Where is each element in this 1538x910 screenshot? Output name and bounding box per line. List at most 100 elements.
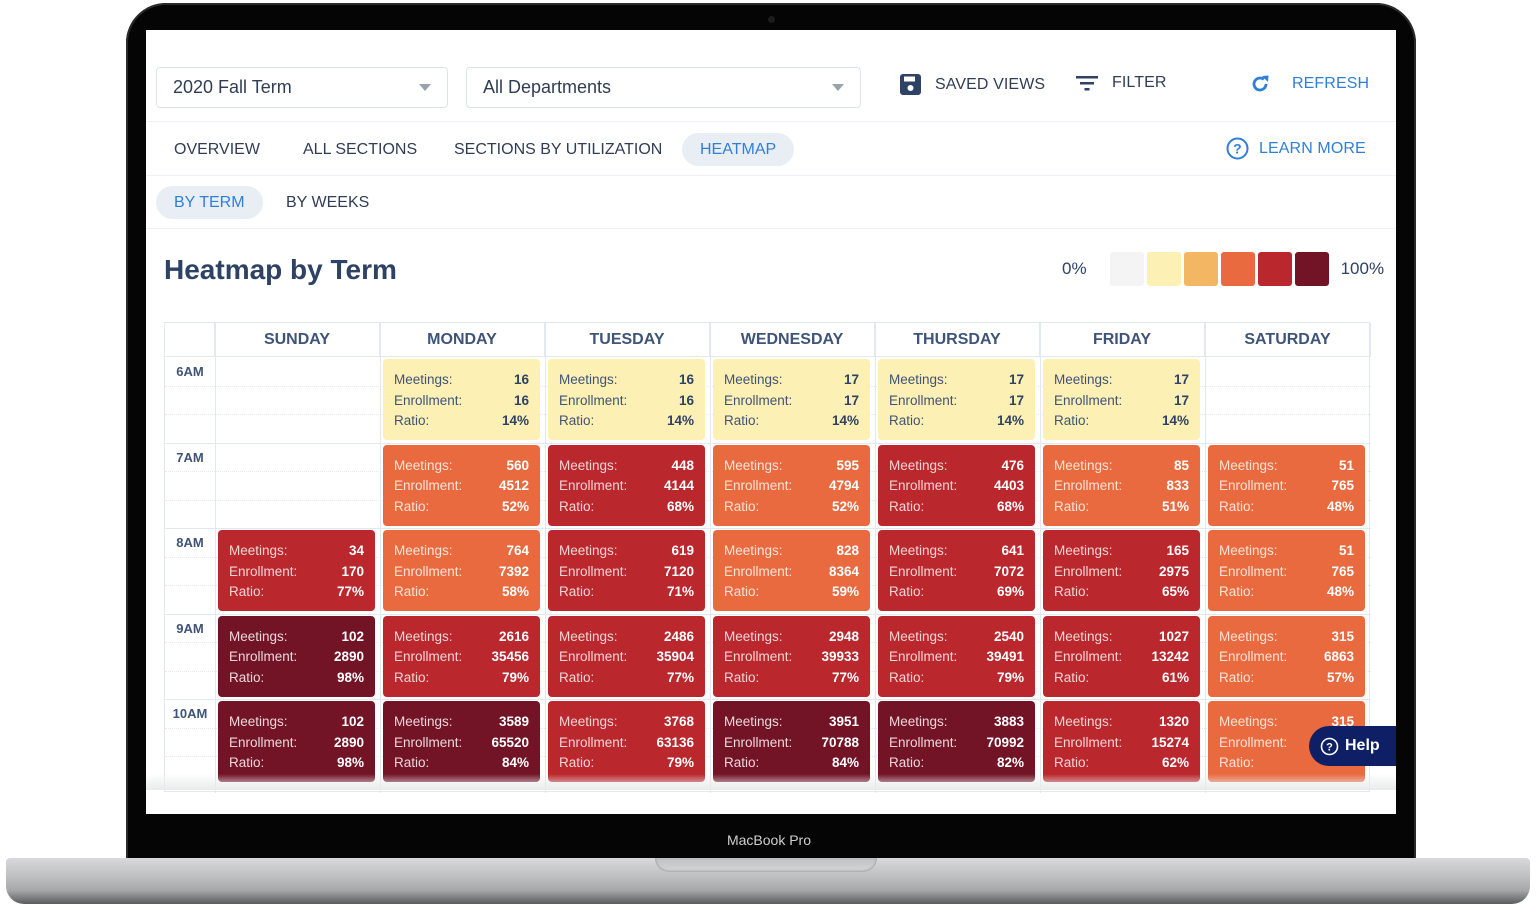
cell-enrollment-row: Enrollment: 13242 — [1054, 647, 1189, 668]
heatmap-cell[interactable]: Meetings: 85 Enrollment: 833 Ratio: 51% — [1043, 444, 1200, 526]
cell-enrollment-row: Enrollment: — [1219, 733, 1354, 754]
heatmap-cell[interactable]: Meetings: 3883 Enrollment: 70992 Ratio: 82% — [878, 701, 1035, 782]
grid-corner — [165, 323, 215, 357]
cell-meetings-row: Meetings: 595 — [724, 456, 859, 477]
cell-metric-label: Meetings: — [559, 457, 618, 473]
refresh-button[interactable]: REFRESH — [1250, 74, 1369, 94]
cell-metric-label: Enrollment: — [1054, 649, 1123, 664]
heatmap-cell[interactable]: Meetings: 2948 Enrollment: 39933 Ratio: 77% — [713, 615, 870, 697]
cell-metric-label: Enrollment: — [1219, 649, 1288, 664]
heatmap-cell[interactable]: Meetings: 2616 Enrollment: 35456 Ratio: 79% — [383, 615, 540, 697]
cell-metric-value: 98% — [336, 755, 364, 770]
cell-enrollment-row: Enrollment: 4512 — [394, 476, 529, 497]
tab-overview[interactable]: OVERVIEW — [156, 133, 278, 166]
cell-enrollment-row: Enrollment: 2975 — [1054, 562, 1189, 583]
filter-button[interactable]: FILTER — [1076, 74, 1167, 92]
heatmap-cell[interactable]: Meetings: 165 Enrollment: 2975 Ratio: 65% — [1043, 530, 1200, 611]
cell-metric-label: Ratio: — [724, 584, 760, 599]
cell-metric-value: 77% — [336, 584, 364, 599]
cell-meetings-row: Meetings: 641 — [889, 541, 1024, 562]
learn-more-link[interactable]: ? LEARN MORE — [1226, 137, 1366, 160]
subtab-by-weeks[interactable]: BY WEEKS — [268, 186, 387, 219]
cell-metric-value: 2975 — [1158, 563, 1189, 579]
cell-meetings-row: Meetings: 51 — [1219, 541, 1354, 562]
cell-metric-value: 4144 — [663, 478, 694, 493]
heatmap-cell[interactable]: Meetings: 16 Enrollment: 16 Ratio: 14% — [383, 359, 540, 440]
cell-metric-label: Ratio: — [1219, 498, 1255, 514]
cell-metric-value: 102 — [341, 714, 364, 729]
chevron-down-icon — [832, 84, 844, 91]
cell-metric-value: 59% — [831, 584, 859, 599]
department-select[interactable]: All Departments — [466, 67, 861, 108]
column-divider — [1040, 323, 1041, 793]
cell-metric-label: Enrollment: — [1054, 563, 1123, 579]
heatmap-cell[interactable]: Meetings: 51 Enrollment: 765 Ratio: 48% — [1208, 444, 1365, 526]
subtab-by-term[interactable]: BY TERM — [156, 186, 263, 219]
heatmap-cell[interactable]: Meetings: 102 Enrollment: 2890 Ratio: 98% — [218, 701, 375, 782]
cell-meetings-row: Meetings: 828 — [724, 541, 859, 562]
heatmap-cell[interactable]: Meetings: 1320 Enrollment: 15274 Ratio: 62% — [1043, 701, 1200, 782]
cell-metric-value: 2616 — [498, 628, 529, 644]
heatmap-cell[interactable]: Meetings: 448 Enrollment: 4144 Ratio: 68% — [548, 444, 705, 526]
tab-sections-by-utilization[interactable]: SECTIONS BY UTILIZATION — [436, 133, 680, 166]
day-header-thursday: THURSDAY — [875, 323, 1040, 357]
cell-metric-label: Meetings: — [724, 372, 783, 387]
cell-ratio-row: Ratio: 48% — [1219, 497, 1354, 518]
tab-heatmap[interactable]: HEATMAP — [682, 133, 795, 166]
cell-metric-label: Ratio: — [394, 755, 430, 770]
heatmap-cell[interactable]: Meetings: 34 Enrollment: 170 Ratio: 77% — [218, 530, 375, 611]
cell-metric-value: 2948 — [828, 628, 859, 644]
heatmap-cell[interactable]: Meetings: 641 Enrollment: 7072 Ratio: 69% — [878, 530, 1035, 611]
cell-metric-value: 17 — [1008, 392, 1024, 408]
heatmap-cell[interactable]: Meetings: 476 Enrollment: 4403 Ratio: 68% — [878, 444, 1035, 526]
tab-all-sections[interactable]: ALL SECTIONS — [285, 133, 435, 166]
heatmap-cell[interactable]: Meetings: 828 Enrollment: 8364 Ratio: 59% — [713, 530, 870, 611]
heatmap-cell[interactable]: Meetings: 17 Enrollment: 17 Ratio: 14% — [878, 359, 1035, 440]
column-divider — [710, 323, 711, 793]
camera-dot — [768, 16, 775, 23]
cell-metric-label: Meetings: — [1219, 543, 1278, 558]
cell-ratio-row: Ratio: 77% — [724, 668, 859, 689]
heatmap-cell[interactable]: Meetings: 51 Enrollment: 765 Ratio: 48% — [1208, 530, 1365, 611]
saved-views-button[interactable]: SAVED VIEWS — [900, 74, 1045, 95]
heatmap-cell[interactable]: Meetings: 17 Enrollment: 17 Ratio: 14% — [713, 359, 870, 440]
cell-metric-value: 13242 — [1151, 649, 1189, 664]
time-label: 6AM — [176, 364, 204, 379]
heatmap-cell[interactable]: Meetings: 560 Enrollment: 4512 Ratio: 52% — [383, 444, 540, 526]
heatmap-cell[interactable]: Meetings: 2486 Enrollment: 35904 Ratio: 77% — [548, 615, 705, 697]
heatmap-cell[interactable]: Meetings: 2540 Enrollment: 39491 Ratio: 79% — [878, 615, 1035, 697]
heatmap-cell[interactable]: Meetings: 1027 Enrollment: 13242 Ratio: 61% — [1043, 615, 1200, 697]
heatmap-cell[interactable]: Meetings: 764 Enrollment: 7392 Ratio: 58% — [383, 530, 540, 611]
cell-meetings-row: Meetings: 2948 — [724, 627, 859, 648]
cell-metric-label: Ratio: — [229, 584, 265, 599]
saved-views-label: SAVED VIEWS — [935, 75, 1046, 93]
heatmap-cell[interactable]: Meetings: 16 Enrollment: 16 Ratio: 14% — [548, 359, 705, 440]
heatmap-cell[interactable]: Meetings: 619 Enrollment: 7120 Ratio: 71% — [548, 530, 705, 611]
tab-label: ALL SECTIONS — [303, 140, 418, 158]
cell-metric-label: Enrollment: — [724, 392, 793, 408]
tab-label: OVERVIEW — [174, 140, 260, 158]
heatmap-cell[interactable]: Meetings: 102 Enrollment: 2890 Ratio: 98% — [218, 615, 375, 697]
help-button[interactable]: ? Help — [1309, 726, 1396, 766]
term-select[interactable]: 2020 Fall Term — [156, 67, 448, 108]
cell-metric-label: Ratio: — [559, 755, 595, 770]
day-header-wednesday: WEDNESDAY — [710, 323, 875, 357]
cell-metric-label: Ratio: — [889, 755, 925, 770]
cell-enrollment-row: Enrollment: 4794 — [724, 476, 859, 497]
heatmap-cell[interactable]: Meetings: 3589 Enrollment: 65520 Ratio: 84% — [383, 701, 540, 782]
time-label: 7AM — [176, 449, 204, 465]
cell-enrollment-row: Enrollment: 7120 — [559, 562, 694, 583]
legend-swatch — [1183, 252, 1218, 286]
day-header-sunday: SUNDAY — [215, 323, 380, 357]
heatmap-cell[interactable]: Meetings: 3768 Enrollment: 63136 Ratio: 79% — [548, 701, 705, 782]
heatmap-cell[interactable]: Meetings: 315 Enrollment: 6863 Ratio: 57% — [1208, 615, 1365, 697]
cell-metric-value: 71% — [666, 584, 694, 599]
column-divider — [215, 323, 216, 793]
heatmap-cell[interactable]: Meetings: 595 Enrollment: 4794 Ratio: 52% — [713, 444, 870, 526]
cell-metric-label: Enrollment: — [229, 734, 298, 750]
cell-meetings-row: Meetings: 17 — [889, 370, 1024, 391]
cell-meetings-row: Meetings: 3768 — [559, 712, 694, 733]
heatmap-cell[interactable]: Meetings: 3951 Enrollment: 70788 Ratio: 84% — [713, 701, 870, 782]
heatmap-cell[interactable]: Meetings: 17 Enrollment: 17 Ratio: 14% — [1043, 359, 1200, 440]
cell-metric-value: 2540 — [993, 628, 1024, 644]
